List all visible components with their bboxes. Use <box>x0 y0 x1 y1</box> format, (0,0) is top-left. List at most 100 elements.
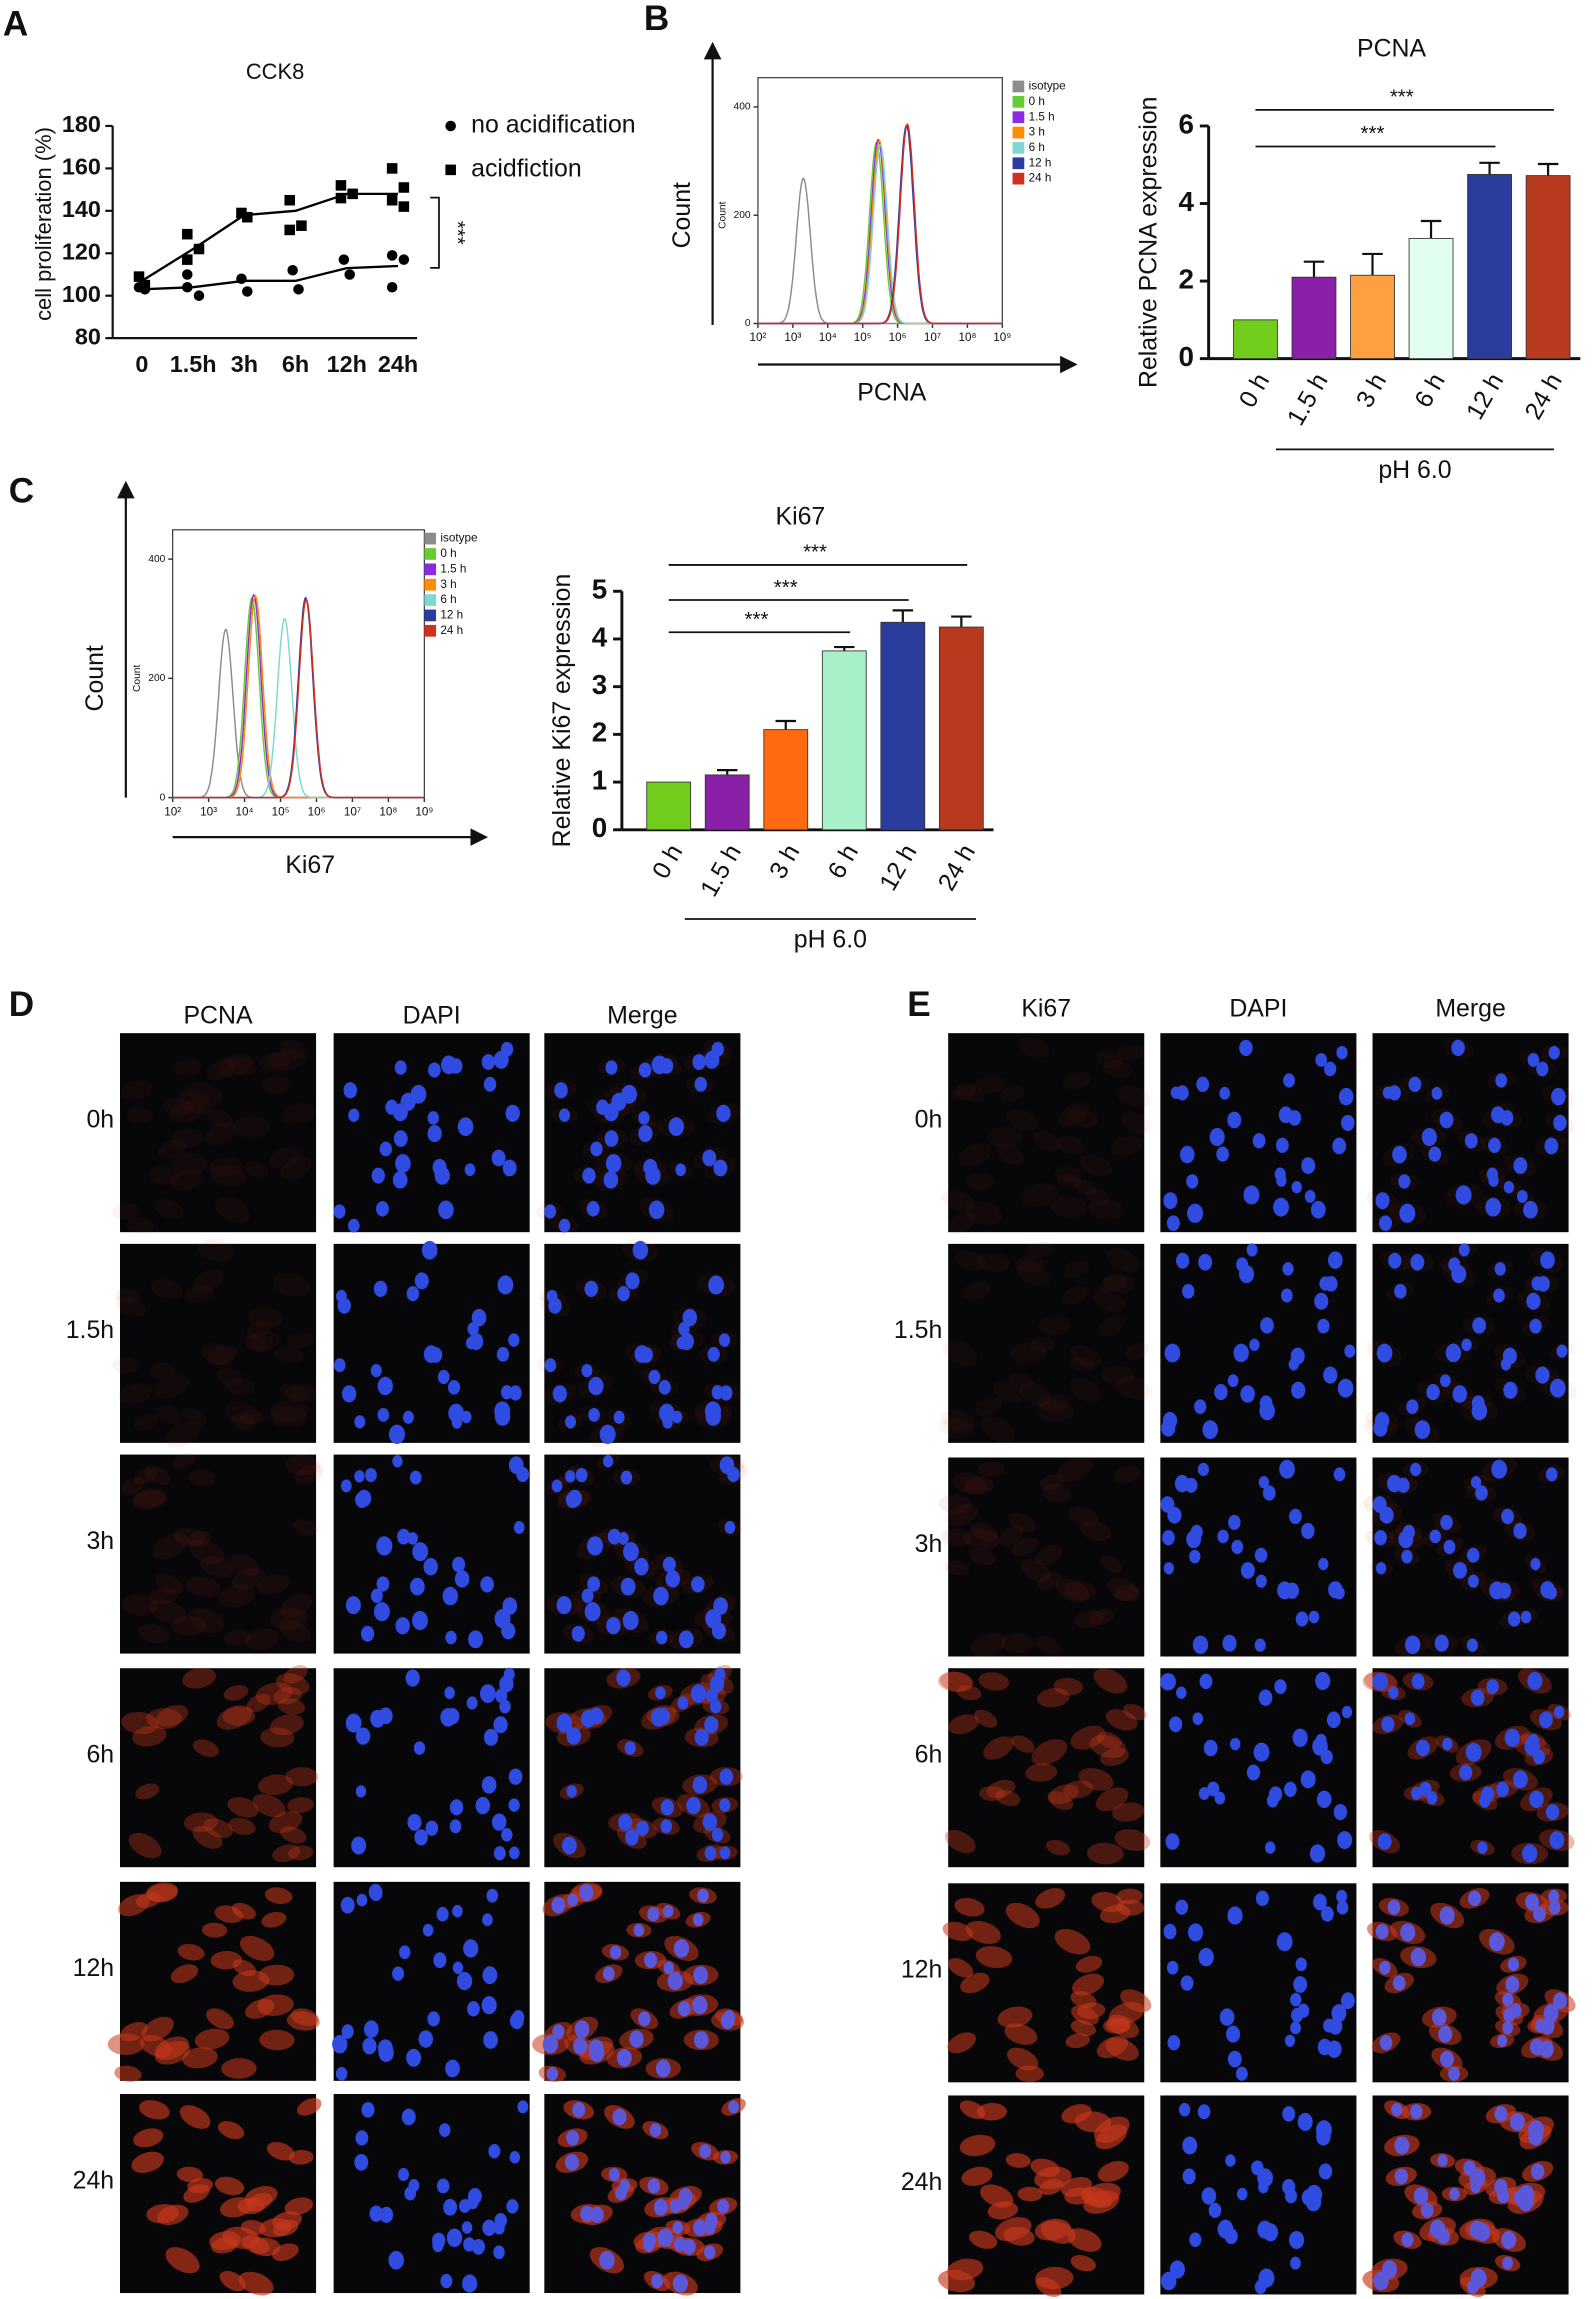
nucleus <box>1203 1739 1218 1757</box>
nucleus <box>1255 1574 1267 1588</box>
cell-signal <box>979 1785 1005 1802</box>
cell-signal <box>182 2047 218 2069</box>
row-label: 12h <box>73 1954 114 1982</box>
cell-signal <box>261 1075 292 1094</box>
cell-signal <box>938 1671 973 1692</box>
cell-signal <box>960 1972 990 1994</box>
x-tick-label: 1.5h <box>170 351 217 377</box>
nucleus <box>1227 1374 1239 1388</box>
cell-signal <box>1103 1060 1133 1078</box>
nucleus <box>1240 1562 1255 1579</box>
cell-signal <box>1015 1256 1045 1274</box>
nucleus <box>554 1082 568 1099</box>
nucleus <box>449 1819 462 1834</box>
nucleus <box>1162 1530 1175 1546</box>
nucleus <box>1488 1137 1501 1153</box>
micrograph <box>1363 1456 1569 1657</box>
cell-signal <box>1099 1274 1127 1293</box>
cell-signal <box>231 1902 256 1920</box>
nucleus <box>620 1577 636 1596</box>
nucleus <box>1265 1841 1276 1854</box>
nucleus <box>588 1407 600 1422</box>
nucleus <box>1163 1923 1177 1940</box>
cell-signal <box>1055 1135 1086 1155</box>
cell-signal <box>214 2176 245 2196</box>
cell-signal <box>194 2028 230 2050</box>
nucleus <box>1291 1180 1302 1194</box>
cell-signal <box>286 1384 318 1402</box>
y-tick-label: 4 <box>592 621 608 652</box>
nucleus <box>1527 1671 1543 1691</box>
cell-signal <box>228 1817 256 1835</box>
nucleus <box>1249 1338 1260 1352</box>
cell-signal <box>1116 1899 1145 1916</box>
x-tick-label: 10² <box>164 805 181 818</box>
nucleus <box>1497 2034 1508 2047</box>
nucleus <box>542 2035 559 2054</box>
point <box>293 284 304 295</box>
nucleus <box>376 1201 389 1217</box>
nucleus <box>355 1491 369 1509</box>
significance: *** <box>1361 122 1385 145</box>
nucleus <box>1431 2008 1447 2026</box>
nucleus <box>1333 1586 1345 1600</box>
nucleus <box>491 1813 507 1831</box>
micrograph-bg <box>119 1668 317 1868</box>
cell-signal <box>288 1845 314 1861</box>
y-tick-label: 400 <box>148 554 165 565</box>
nucleus <box>1217 2219 1234 2239</box>
nucleus <box>1254 2279 1267 2294</box>
cell-signal <box>200 1342 235 1366</box>
mean-line <box>141 264 399 291</box>
cell-signal <box>138 1624 170 1644</box>
point <box>193 290 205 301</box>
cell-signal <box>1048 1784 1079 1805</box>
nucleus <box>422 1923 434 1937</box>
nucleus <box>720 2151 731 2164</box>
nucleus <box>1268 1786 1283 1803</box>
nucleus <box>1246 1243 1258 1257</box>
cell-signal <box>246 1319 273 1338</box>
nucleus <box>1160 1496 1175 1513</box>
nucleus <box>1340 1992 1355 2010</box>
bar <box>1291 276 1337 360</box>
nucleus <box>1398 1530 1414 1549</box>
nucleus <box>1315 1052 1328 1067</box>
nucleus <box>602 1966 615 1981</box>
nucleus <box>1310 1200 1326 1219</box>
nucleus <box>1341 1705 1353 1719</box>
nucleus <box>669 2199 682 2213</box>
cell-signal <box>184 1284 215 1303</box>
cell-signal <box>187 2177 214 2194</box>
nucleus <box>1399 1203 1416 1223</box>
nucleus <box>565 1415 577 1429</box>
nucleus <box>677 1696 689 1710</box>
nucleus <box>1544 1137 1559 1155</box>
nucleus <box>1375 1923 1389 1940</box>
nucleus <box>694 1728 709 1746</box>
cell-signal <box>1116 1888 1143 1905</box>
cell-signal <box>996 1143 1025 1165</box>
nucleus <box>392 1966 405 1981</box>
cell-signal <box>995 1790 1021 1806</box>
cell-signal <box>139 2034 173 2058</box>
nucleus <box>1277 1581 1293 1600</box>
x-tick-label: 10³ <box>784 331 801 344</box>
cell-signal <box>227 1797 259 1818</box>
y-tick-label: 3 <box>592 669 607 700</box>
nucleus <box>1439 1374 1451 1388</box>
micrograph <box>1160 2095 1357 2295</box>
histogram-curve <box>757 177 1003 325</box>
cell-signal <box>188 1538 225 1565</box>
nucleus <box>343 1082 358 1099</box>
cell-signal <box>231 1414 256 1431</box>
nucleus <box>1344 1344 1356 1358</box>
nucleus <box>1459 1764 1473 1781</box>
legend-label: 12 h <box>1029 156 1052 169</box>
nucleus <box>1502 1992 1514 2007</box>
y-axis-label: Count <box>668 182 696 248</box>
point <box>386 281 398 293</box>
panel-label: B <box>644 0 669 38</box>
nucleus <box>1373 1419 1388 1437</box>
cell-signal <box>146 2204 179 2224</box>
